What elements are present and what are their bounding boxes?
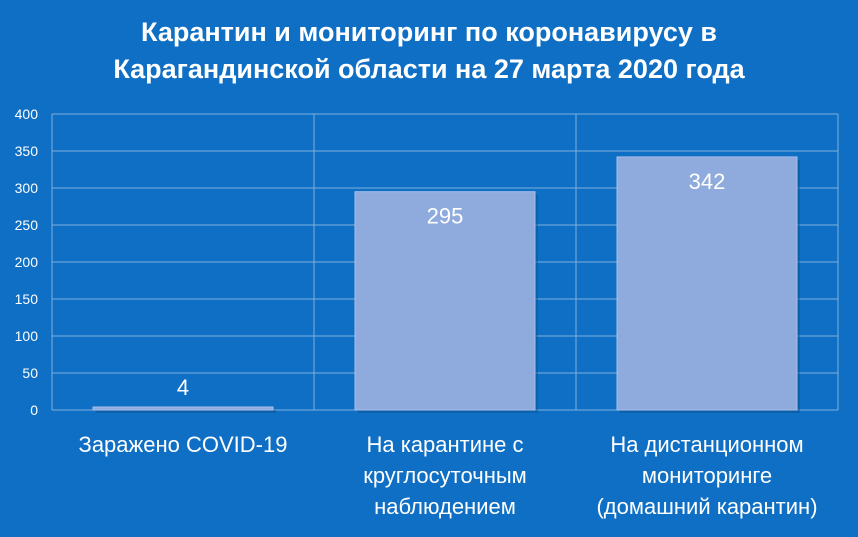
category-label: (домашний карантин) [596, 494, 817, 519]
category-label: На карантине с [366, 432, 523, 457]
y-tick-label: 200 [15, 254, 39, 270]
data-label: 295 [427, 204, 464, 229]
y-tick-label: 150 [15, 291, 39, 307]
y-tick-label: 400 [15, 106, 39, 122]
y-tick-label: 0 [30, 402, 38, 418]
data-label: 342 [689, 169, 726, 194]
chart-title-line-1: Карантин и мониторинг по коронавирусу в [141, 17, 717, 47]
category-label: круглосуточным [363, 463, 527, 488]
category-label: мониторинге [642, 463, 772, 488]
category-label: наблюдением [374, 494, 516, 519]
bar [92, 406, 274, 411]
data-label: 4 [177, 375, 189, 400]
bar [354, 191, 536, 411]
bar [616, 156, 798, 411]
chart-title: Карантин и мониторинг по коронавирусу в … [0, 14, 858, 88]
y-tick-label: 50 [22, 365, 38, 381]
y-tick-label: 250 [15, 217, 39, 233]
category-label: Заражено COVID-19 [79, 432, 288, 457]
y-tick-label: 300 [15, 180, 39, 196]
y-tick-label: 100 [15, 328, 39, 344]
chart-title-line-2: Карагандинской области на 27 марта 2020 … [113, 54, 745, 84]
category-label: На дистанционном [610, 432, 803, 457]
y-tick-label: 350 [15, 143, 39, 159]
bar-shadow [96, 410, 276, 413]
